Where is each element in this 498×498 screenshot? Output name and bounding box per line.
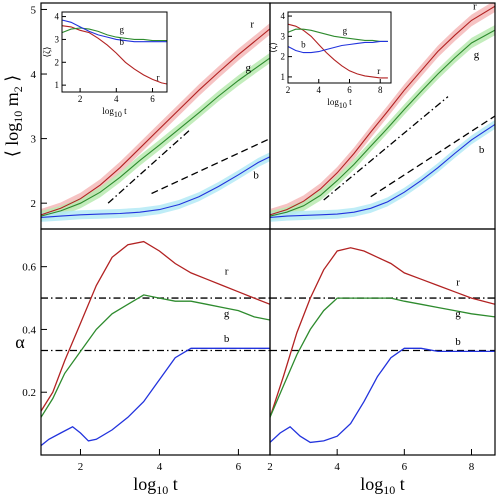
- inset-curve-label-b: b: [301, 40, 306, 50]
- inset-x-tick-label: 6: [347, 85, 352, 95]
- curve-label-r: r: [456, 277, 460, 289]
- curve-label-b: b: [224, 333, 230, 345]
- plot-area: [41, 23, 270, 222]
- series-g: [41, 294, 270, 418]
- series-r: [270, 5, 495, 216]
- inset-x-tick-label: 2: [286, 85, 291, 95]
- inset-series-r: [287, 23, 388, 79]
- band-r: [270, 3, 495, 221]
- curve-label-r: r: [225, 266, 229, 278]
- plot-area: [41, 240, 270, 447]
- y-tick-label: 2: [31, 198, 37, 210]
- curve-label-g: g: [474, 49, 480, 61]
- y-tick-label: 0.2: [22, 387, 36, 399]
- x-tick-label: 6: [402, 461, 408, 473]
- x-tick-label: 2: [78, 461, 84, 473]
- y-axis-title: α: [15, 332, 25, 352]
- panel-frame: [269, 228, 496, 456]
- series-g: [270, 29, 495, 217]
- inset-series-g: [61, 27, 167, 42]
- inset-x-title: log10 t: [327, 97, 352, 110]
- series-g: [270, 297, 495, 418]
- band-b: [41, 152, 270, 222]
- x-axis-title: log10 t: [360, 474, 405, 497]
- inset-frame: [61, 11, 168, 93]
- series-b: [41, 156, 270, 218]
- series-b: [270, 347, 495, 444]
- reference-line-dash-dot: [107, 128, 192, 204]
- series-r: [41, 240, 270, 412]
- y-tick-label: 0.4: [22, 324, 36, 336]
- inset-series-b: [287, 40, 388, 54]
- x-tick-label: 4: [334, 461, 340, 473]
- series-r: [270, 247, 495, 418]
- inset: 1 2 3 4 2 4 6 log10 t ⟨ζ⟩ gb r: [42, 11, 168, 119]
- inset-curve-label-r: r: [377, 66, 380, 76]
- inset-series-g: [287, 28, 388, 42]
- inset-curve-label-g: g: [119, 25, 124, 35]
- inset-y-tick-label: 1: [55, 80, 60, 90]
- series-b: [270, 123, 495, 218]
- band-g: [270, 25, 495, 222]
- inset-curve-label-g: g: [343, 25, 348, 35]
- band-g: [41, 52, 270, 222]
- panel-bottom-left: r g b 0.2 0.4 0.6 2 4 6 log10 t α: [15, 228, 271, 497]
- inset-frame: [287, 11, 392, 84]
- x-tick-label: 2: [267, 461, 273, 473]
- inset-y-tick-label: 2: [281, 52, 286, 62]
- inset-y-title: ⟨ζ⟩: [268, 42, 278, 53]
- curve-label-g: g: [246, 62, 252, 74]
- y-tick-label: 0.6: [22, 262, 36, 274]
- plot-area: [270, 247, 495, 444]
- inset-y-tick-label: 4: [55, 12, 60, 22]
- inset-y-tick-label: 2: [55, 57, 60, 67]
- y-tick-label: 5: [31, 4, 37, 16]
- x-tick-label: 4: [157, 461, 163, 473]
- band-b: [270, 119, 495, 222]
- inset-x-tick-label: 4: [316, 85, 321, 95]
- inset-series-b: [61, 19, 167, 43]
- series-r: [41, 28, 270, 216]
- curve-label-b: b: [253, 170, 259, 182]
- y-tick-label: 4: [31, 69, 37, 81]
- inset-curve-label-b: b: [119, 37, 124, 47]
- curve-label-g: g: [224, 308, 230, 320]
- inset-x-tick-label: 2: [78, 94, 83, 104]
- band-r: [41, 23, 270, 221]
- inset-y-tick-label: 1: [281, 72, 286, 82]
- x-axis-title: log10 t: [133, 474, 178, 497]
- series-b: [41, 347, 270, 447]
- curve-label-r: r: [250, 19, 254, 31]
- inset-y-tick-label: 3: [55, 34, 60, 44]
- reference-line-dash-dot: [323, 96, 449, 201]
- inset-series-r: [61, 25, 168, 85]
- x-tick-label: 8: [469, 461, 475, 473]
- inset-x-tick-label: 8: [378, 85, 383, 95]
- inset-curve-label-r: r: [156, 73, 159, 83]
- series-g: [41, 57, 270, 217]
- inset-x-tick-label: 4: [114, 94, 119, 104]
- panel-bottom-right: r g b 2 4 6 8 log10 t: [267, 228, 496, 497]
- inset-y-title: ⟨ζ⟩: [42, 47, 52, 58]
- inset-y-tick-label: 3: [281, 31, 286, 41]
- curve-label-b: b: [455, 336, 461, 348]
- curve-label-b: b: [479, 144, 485, 156]
- inset-x-title: log10 t: [102, 106, 127, 119]
- panel-frame: [40, 228, 271, 456]
- curve-label-g: g: [455, 308, 461, 320]
- x-tick-label: 6: [236, 461, 242, 473]
- plot-area: [270, 3, 495, 222]
- y-tick-label: 3: [31, 134, 37, 146]
- inset-x-tick-label: 6: [150, 94, 155, 104]
- reference-line-dashed: [370, 115, 495, 198]
- inset-y-tick-label: 4: [281, 11, 286, 21]
- inset-background: [288, 12, 391, 83]
- y-axis-title: ⟨ log10 m2 ⟩: [2, 75, 25, 158]
- curve-label-r: r: [473, 0, 477, 12]
